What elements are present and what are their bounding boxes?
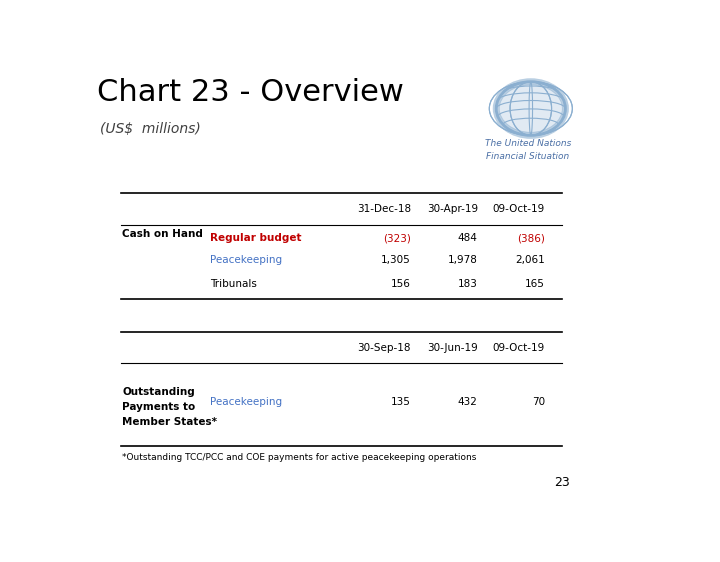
Text: (386): (386) bbox=[517, 233, 545, 243]
Text: 1,305: 1,305 bbox=[381, 255, 411, 265]
Circle shape bbox=[499, 84, 562, 133]
Text: 183: 183 bbox=[458, 279, 478, 289]
Text: 1,978: 1,978 bbox=[448, 255, 478, 265]
Text: Outstanding
Payments to
Member States*: Outstanding Payments to Member States* bbox=[122, 387, 217, 427]
Text: 09-Oct-19: 09-Oct-19 bbox=[492, 204, 545, 214]
Text: 30-Sep-18: 30-Sep-18 bbox=[357, 343, 411, 353]
Text: 135: 135 bbox=[391, 397, 411, 407]
Text: Peacekeeping: Peacekeeping bbox=[210, 397, 282, 407]
Circle shape bbox=[496, 81, 565, 135]
Text: 165: 165 bbox=[525, 279, 545, 289]
Text: 432: 432 bbox=[458, 397, 478, 407]
Text: 2,061: 2,061 bbox=[515, 255, 545, 265]
Text: (US$  millions): (US$ millions) bbox=[100, 121, 201, 135]
Text: (323): (323) bbox=[383, 233, 411, 243]
Text: *Outstanding TCC/PCC and COE payments for active peacekeeping operations: *Outstanding TCC/PCC and COE payments fo… bbox=[122, 454, 477, 463]
Text: 30-Apr-19: 30-Apr-19 bbox=[427, 204, 478, 214]
Text: Tribunals: Tribunals bbox=[210, 279, 257, 289]
Text: 484: 484 bbox=[458, 233, 478, 243]
Text: Peacekeeping: Peacekeeping bbox=[210, 255, 282, 265]
Text: 156: 156 bbox=[391, 279, 411, 289]
Text: Cash on Hand: Cash on Hand bbox=[122, 229, 203, 239]
Text: Regular budget: Regular budget bbox=[210, 233, 302, 243]
Text: Chart 23 - Overview: Chart 23 - Overview bbox=[96, 78, 404, 107]
Text: 09-Oct-19: 09-Oct-19 bbox=[492, 343, 545, 353]
Text: Financial Situation: Financial Situation bbox=[487, 152, 570, 161]
Text: 30-Jun-19: 30-Jun-19 bbox=[427, 343, 478, 353]
Text: 31-Dec-18: 31-Dec-18 bbox=[356, 204, 411, 214]
Text: The United Nations: The United Nations bbox=[485, 139, 571, 148]
Text: 23: 23 bbox=[554, 477, 570, 490]
Text: 70: 70 bbox=[531, 397, 545, 407]
